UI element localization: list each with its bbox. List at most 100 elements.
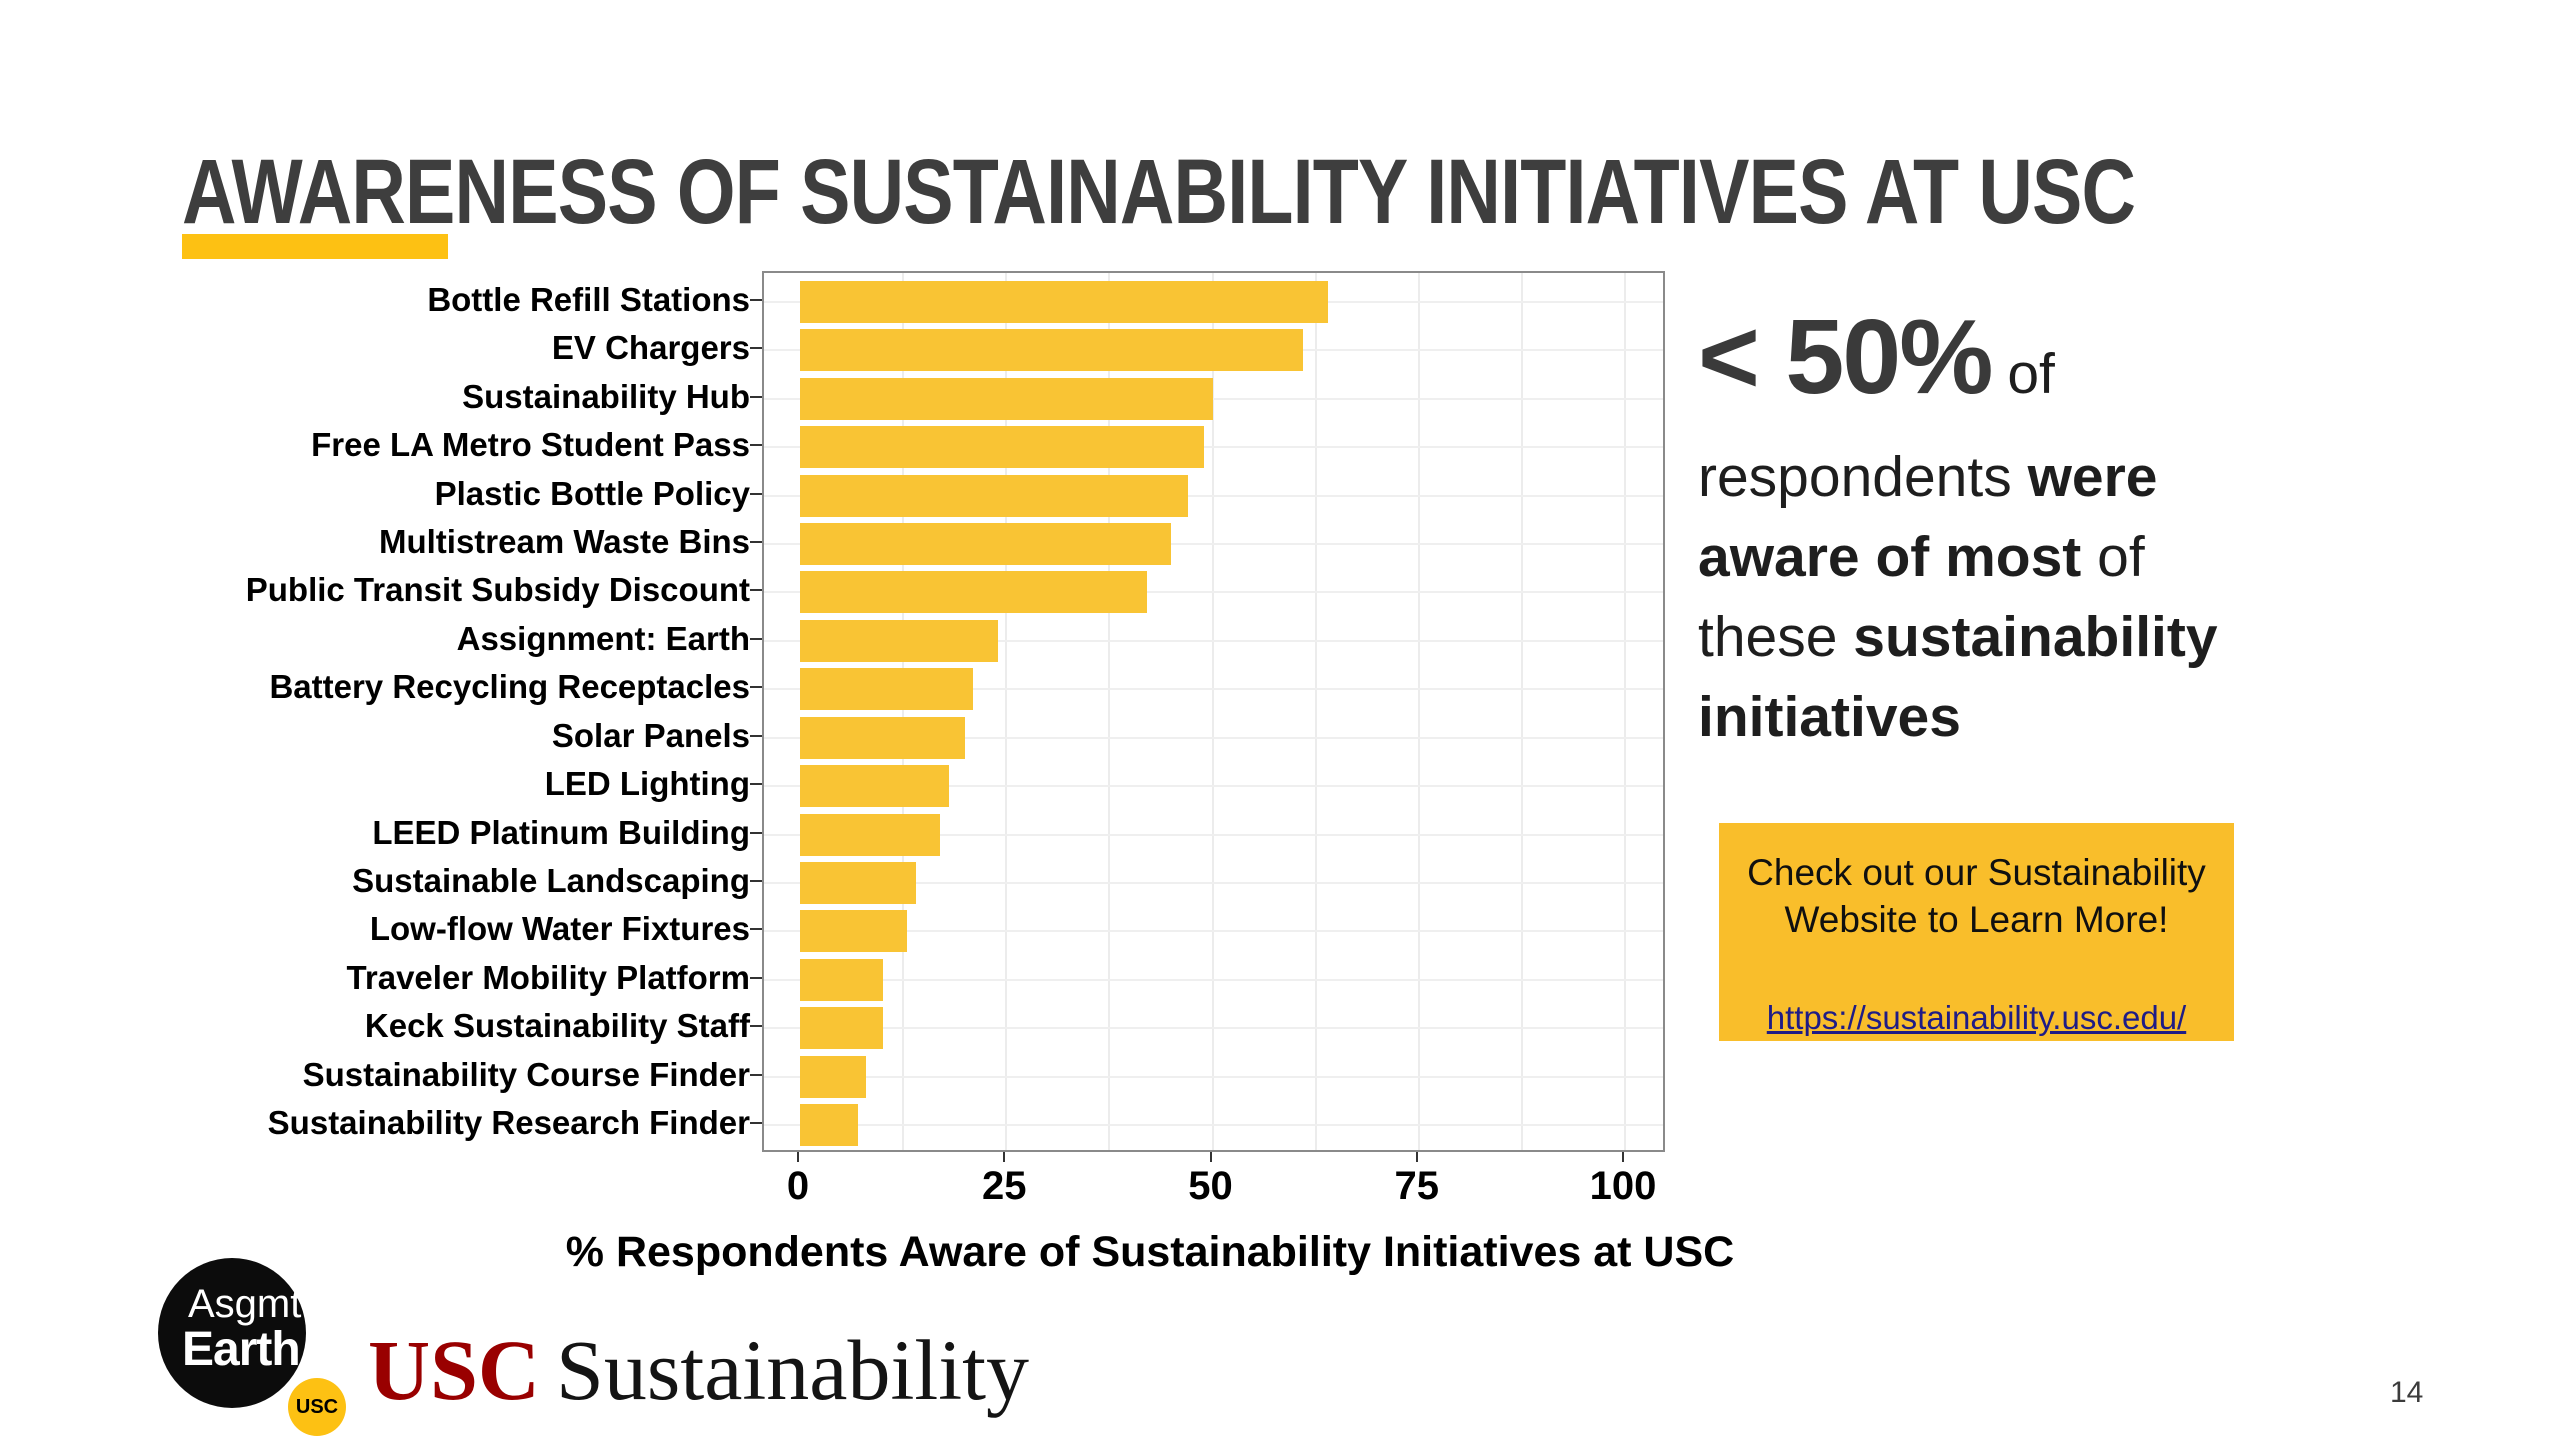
- y-tick-mark: [750, 976, 762, 979]
- gridline-y: [764, 543, 1663, 546]
- bar: [800, 910, 908, 953]
- gridline-y: [764, 591, 1663, 594]
- gridline-x: [1005, 273, 1008, 1150]
- bar: [800, 377, 1213, 420]
- x-axis-title: % Respondents Aware of Sustainability In…: [565, 1228, 1735, 1276]
- gridline-x: [1417, 273, 1420, 1150]
- y-tick-mark: [750, 1073, 762, 1076]
- category-label: EV Chargers: [551, 329, 750, 367]
- bar: [800, 716, 965, 759]
- callout-heading-line1: Check out our Sustainability: [1747, 852, 2206, 893]
- y-tick-mark: [750, 492, 762, 495]
- sustainability-website-link[interactable]: https://sustainability.usc.edu/: [1766, 999, 2187, 1036]
- gridline-y: [764, 736, 1663, 739]
- usc-badge-icon: USC: [288, 1378, 346, 1436]
- takeaway-line: < 50% of: [1698, 298, 2498, 433]
- gridline-x: [1108, 273, 1111, 1150]
- bar: [800, 668, 974, 711]
- gridline-x: [1624, 273, 1626, 1150]
- website-callout: Check out our Sustainability Website to …: [1719, 823, 2234, 1041]
- bar: [800, 281, 1328, 324]
- takeaway-line: initiatives: [1698, 677, 2498, 757]
- takeaway-text: < 50% of respondents were aware of most of…: [1698, 298, 2498, 757]
- bar: [800, 426, 1205, 469]
- title-underline-bar: [182, 234, 448, 259]
- takeaway-segment: respondents: [1698, 445, 2028, 509]
- bar: [800, 571, 1147, 614]
- asgmt-logo-line1: Asgmt: [188, 1282, 302, 1326]
- gridline-y: [764, 930, 1663, 933]
- takeaway-segment: aware of most: [1698, 525, 2098, 589]
- y-tick-mark: [750, 347, 762, 350]
- category-label: LED Lighting: [544, 765, 750, 803]
- category-label: Free LA Metro Student Pass: [311, 426, 750, 464]
- category-label: Keck Sustainability Staff: [364, 1007, 750, 1045]
- category-label: Plastic Bottle Policy: [434, 474, 750, 512]
- category-label: Traveler Mobility Platform: [346, 958, 750, 996]
- bar: [800, 1055, 866, 1098]
- x-tick-mark: [1003, 1152, 1006, 1162]
- category-label: Assignment: Earth: [456, 619, 750, 657]
- page-number: 14: [2390, 1376, 2424, 1409]
- page-title: AWARENESS OF SUSTAINABILITY INITIATIVES …: [182, 141, 2136, 243]
- takeaway-segment: were: [2027, 445, 2158, 509]
- y-tick-mark: [750, 589, 762, 592]
- y-tick-mark: [750, 541, 762, 544]
- bar: [800, 474, 1188, 517]
- asgmt-logo-line2: Earth: [182, 1323, 301, 1376]
- category-label: Battery Recycling Receptacles: [269, 668, 750, 706]
- x-tick-label: 100: [1589, 1164, 1657, 1208]
- y-tick-mark: [750, 928, 762, 931]
- gridline-y: [764, 881, 1663, 884]
- gridline-y: [764, 446, 1663, 449]
- x-tick-mark: [1209, 1152, 1212, 1162]
- y-tick-mark: [750, 1121, 762, 1124]
- gridline-y: [764, 1027, 1663, 1030]
- category-label: Low-flow Water Fixtures: [369, 910, 750, 948]
- gridline-x: [1211, 273, 1214, 1150]
- gridline-y: [764, 833, 1663, 836]
- x-tick-mark: [1622, 1152, 1624, 1162]
- y-tick-mark: [750, 444, 762, 447]
- y-tick-mark: [750, 734, 762, 737]
- gridline-y: [764, 1123, 1663, 1126]
- takeaway-segment: initiatives: [1698, 685, 1961, 749]
- bar: [800, 1103, 858, 1146]
- bar: [800, 958, 883, 1001]
- category-label: Solar Panels: [551, 716, 750, 754]
- x-tick-label: 25: [982, 1164, 1027, 1208]
- gridline-y: [764, 1075, 1663, 1078]
- callout-heading-line2: Website to Learn More!: [1784, 899, 2169, 940]
- x-tick-label: 50: [1188, 1164, 1233, 1208]
- category-label: Sustainability Course Finder: [302, 1055, 750, 1093]
- bar: [800, 765, 949, 808]
- brand-sustainability-text: Sustainability: [556, 1322, 1030, 1418]
- x-tick-label: 75: [1394, 1164, 1440, 1208]
- bar: [800, 619, 998, 662]
- bar: [800, 861, 916, 904]
- gridline-x: [1520, 273, 1523, 1150]
- bar: [800, 329, 1304, 372]
- takeaway-segment: these: [1698, 605, 1854, 669]
- gridline-y: [764, 785, 1663, 788]
- gridline-y: [764, 639, 1663, 642]
- category-label: Sustainable Landscaping: [352, 861, 750, 899]
- x-tick-mark: [797, 1152, 799, 1162]
- y-tick-mark: [750, 637, 762, 640]
- takeaway-line: respondents were: [1698, 437, 2498, 517]
- gridline-y: [764, 978, 1663, 981]
- category-label: Public Transit Subsidy Discount: [245, 571, 750, 609]
- category-label: Sustainability Research Finder: [267, 1103, 750, 1141]
- y-tick-mark: [750, 879, 762, 882]
- category-label: Sustainability Hub: [462, 377, 750, 415]
- bar: [800, 813, 941, 856]
- y-tick-mark: [750, 831, 762, 834]
- y-tick-mark: [750, 686, 762, 689]
- bar: [800, 1007, 883, 1050]
- takeaway-line: aware of most of: [1698, 517, 2498, 597]
- y-tick-mark: [750, 783, 762, 786]
- brand-usc-text: USC: [368, 1322, 541, 1418]
- takeaway-segment: of: [2097, 525, 2145, 589]
